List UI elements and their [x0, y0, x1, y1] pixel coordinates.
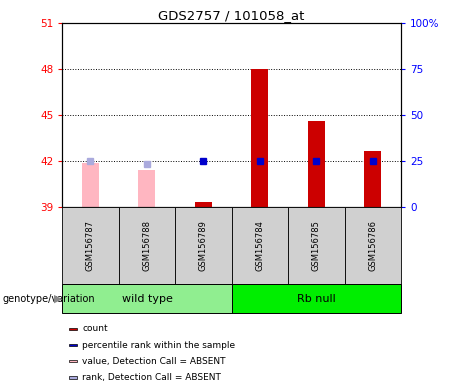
- Text: GSM156788: GSM156788: [142, 220, 152, 271]
- Text: GSM156789: GSM156789: [199, 220, 208, 271]
- Bar: [62, 284, 231, 313]
- Text: count: count: [82, 324, 108, 333]
- Text: value, Detection Call = ABSENT: value, Detection Call = ABSENT: [82, 357, 226, 366]
- Bar: [251, 69, 268, 207]
- Text: percentile rank within the sample: percentile rank within the sample: [82, 341, 236, 349]
- Bar: [175, 207, 231, 284]
- Text: wild type: wild type: [122, 293, 172, 304]
- Bar: [138, 170, 155, 207]
- Bar: [69, 360, 77, 362]
- Bar: [364, 151, 381, 207]
- Text: GSM156786: GSM156786: [368, 220, 378, 271]
- Bar: [231, 207, 288, 284]
- Bar: [69, 328, 77, 330]
- Text: Rb null: Rb null: [297, 293, 336, 304]
- Text: rank, Detection Call = ABSENT: rank, Detection Call = ABSENT: [82, 373, 221, 382]
- Bar: [69, 344, 77, 346]
- Bar: [344, 207, 401, 284]
- Bar: [118, 207, 175, 284]
- Text: GSM156784: GSM156784: [255, 220, 265, 271]
- Bar: [195, 202, 212, 207]
- Bar: [82, 163, 99, 207]
- Bar: [308, 121, 325, 207]
- Text: GSM156785: GSM156785: [312, 220, 321, 271]
- Text: GSM156787: GSM156787: [86, 220, 95, 271]
- Bar: [69, 376, 77, 379]
- Text: ▶: ▶: [54, 293, 63, 304]
- Title: GDS2757 / 101058_at: GDS2757 / 101058_at: [159, 9, 305, 22]
- Bar: [288, 207, 344, 284]
- Bar: [62, 207, 118, 284]
- Text: genotype/variation: genotype/variation: [2, 293, 95, 304]
- Bar: [231, 284, 401, 313]
